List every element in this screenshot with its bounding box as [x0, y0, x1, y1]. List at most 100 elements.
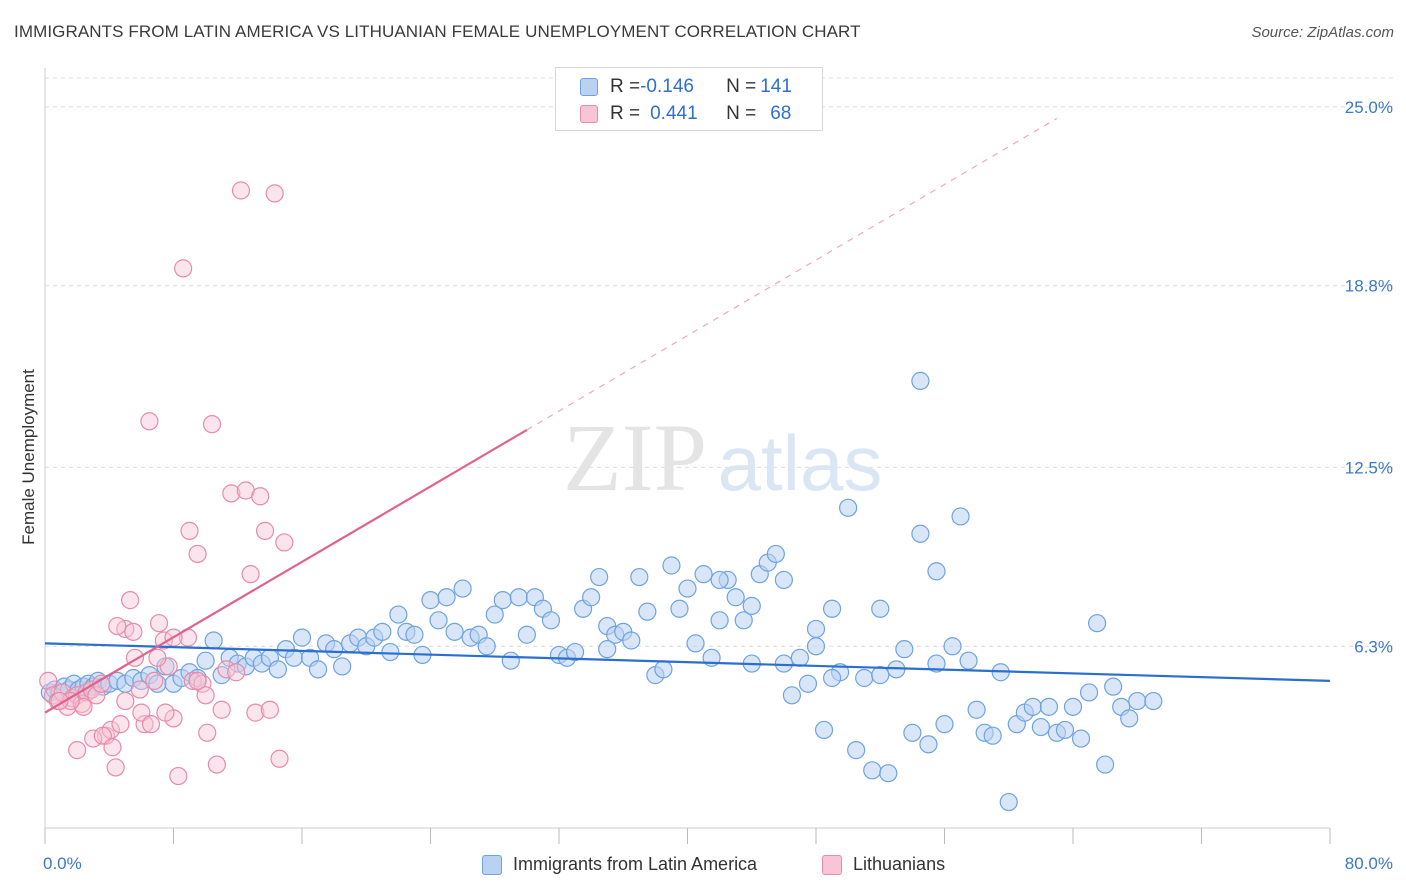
watermark-atlas: atlas: [718, 419, 883, 507]
data-point-immigrants: [774, 654, 793, 673]
data-point-immigrants: [477, 637, 496, 656]
grid-lines: [45, 77, 1395, 647]
data-point-immigrants: [710, 570, 729, 590]
data-point-lithuanians: [149, 614, 169, 633]
data-point-immigrants: [734, 611, 753, 630]
data-point-lithuanians: [265, 184, 284, 203]
legend-r-value: -0.146: [640, 76, 694, 97]
data-point-lithuanians: [141, 715, 161, 734]
data-point-lithuanians: [124, 622, 143, 641]
data-point-immigrants: [1063, 697, 1083, 716]
data-point-lithuanians: [50, 691, 69, 711]
legend-swatch-blue: [580, 78, 598, 96]
data-point-lithuanians: [148, 648, 167, 667]
data-point-lithuanians: [106, 758, 125, 777]
y-axis-label: Female Unemployment: [19, 369, 38, 545]
data-point-immigrants: [1087, 614, 1107, 633]
data-point-lithuanians: [111, 715, 130, 734]
data-point-lithuanians: [145, 671, 164, 690]
legend-r-value: 0.441: [650, 103, 698, 124]
data-point-lithuanians: [198, 723, 217, 742]
data-point-immigrants: [598, 640, 617, 659]
data-point-lithuanians: [246, 703, 265, 722]
data-point-immigrants: [662, 556, 681, 575]
watermark-zip: ZIP: [563, 404, 707, 511]
data-point-lithuanians: [193, 674, 212, 693]
data-point-lithuanians: [169, 766, 188, 786]
data-point-immigrants: [1096, 755, 1115, 774]
data-point-immigrants: [1079, 683, 1099, 702]
data-point-immigrants: [445, 622, 464, 641]
y-tick-label: 18.8%: [1345, 277, 1393, 296]
legend-item-lithuanians[interactable]: Lithuanians: [822, 854, 945, 875]
tick-labels: 6.3% 12.5% 18.8% 25.0% 0.0% 80.0%: [43, 98, 1393, 873]
legend-item-label: Lithuanians: [853, 854, 946, 874]
data-point-immigrants: [879, 764, 898, 783]
data-point-immigrants: [863, 761, 882, 780]
legend-item-immigrants[interactable]: Immigrants from Latin America: [482, 854, 757, 875]
data-point-immigrants: [565, 642, 585, 662]
data-point-lithuanians: [39, 671, 58, 690]
data-point-lithuanians: [251, 487, 270, 506]
data-point-immigrants: [871, 666, 890, 685]
data-point-immigrants: [839, 498, 858, 517]
data-point-lithuanians: [196, 686, 215, 705]
data-point-immigrants: [855, 668, 874, 688]
legend-row-immigrants: R = -0.146 N = 141: [580, 74, 792, 100]
chart-title: IMMIGRANTS FROM LATIN AMERICA VS LITHUAN…: [14, 22, 861, 41]
data-point-immigrants: [726, 588, 745, 607]
data-point-immigrants: [268, 660, 288, 679]
data-point-immigrants: [871, 599, 890, 618]
legend-r-label: R =: [610, 103, 641, 124]
trend-extension-lithuanians: [526, 117, 1058, 431]
data-point-immigrants: [308, 660, 328, 679]
legend-swatch-pink: [580, 105, 598, 123]
data-point-immigrants: [678, 579, 697, 598]
data-point-lithuanians: [212, 700, 231, 719]
data-point-lithuanians: [202, 415, 222, 434]
legend-r-label: R =: [610, 76, 641, 97]
watermark: ZIP atlas: [563, 404, 882, 511]
data-point-immigrants: [895, 640, 914, 659]
data-point-lithuanians: [255, 521, 275, 540]
data-point-lithuanians: [188, 544, 207, 564]
data-point-immigrants: [911, 524, 930, 543]
data-point-immigrants: [822, 668, 842, 688]
data-point-lithuanians: [231, 181, 251, 200]
data-point-immigrants: [453, 579, 472, 598]
data-point-immigrants: [822, 599, 842, 618]
series-lithuanians-points: [39, 181, 294, 786]
data-point-immigrants: [1023, 697, 1042, 716]
data-point-lithuanians: [140, 412, 159, 431]
data-point-immigrants: [204, 631, 223, 650]
trend-line-immigrants: [44, 642, 1331, 682]
data-point-immigrants: [1144, 691, 1163, 711]
data-point-lithuanians: [72, 694, 92, 714]
data-point-immigrants: [927, 654, 946, 673]
data-point-immigrants: [959, 651, 978, 670]
data-point-lithuanians: [135, 715, 154, 734]
x-tick-label: 80.0%: [1345, 854, 1393, 873]
data-point-immigrants: [686, 634, 705, 653]
data-point-lithuanians: [275, 533, 294, 552]
data-point-immigrants: [501, 651, 520, 670]
data-point-immigrants: [927, 562, 946, 581]
data-point-lithuanians: [270, 749, 289, 768]
data-point-immigrants: [421, 591, 440, 610]
data-point-immigrants: [1031, 717, 1050, 737]
data-point-immigrants: [493, 591, 512, 610]
data-point-immigrants: [806, 637, 826, 656]
data-point-immigrants: [1104, 677, 1123, 696]
source-label: Source: ZipAtlas.com: [1251, 24, 1394, 41]
data-point-immigrants: [381, 642, 400, 662]
data-point-immigrants: [292, 628, 312, 647]
data-point-immigrants: [485, 605, 504, 624]
data-point-lithuanians: [121, 591, 140, 610]
data-point-immigrants: [1120, 709, 1139, 728]
legend-row-lithuanians: R = 0.441 N = 68: [580, 101, 791, 127]
data-point-immigrants: [806, 619, 826, 639]
data-point-immigrants: [437, 588, 456, 607]
legend-n-label: N =: [726, 103, 757, 124]
data-point-immigrants: [919, 735, 938, 754]
data-point-immigrants: [814, 720, 834, 740]
